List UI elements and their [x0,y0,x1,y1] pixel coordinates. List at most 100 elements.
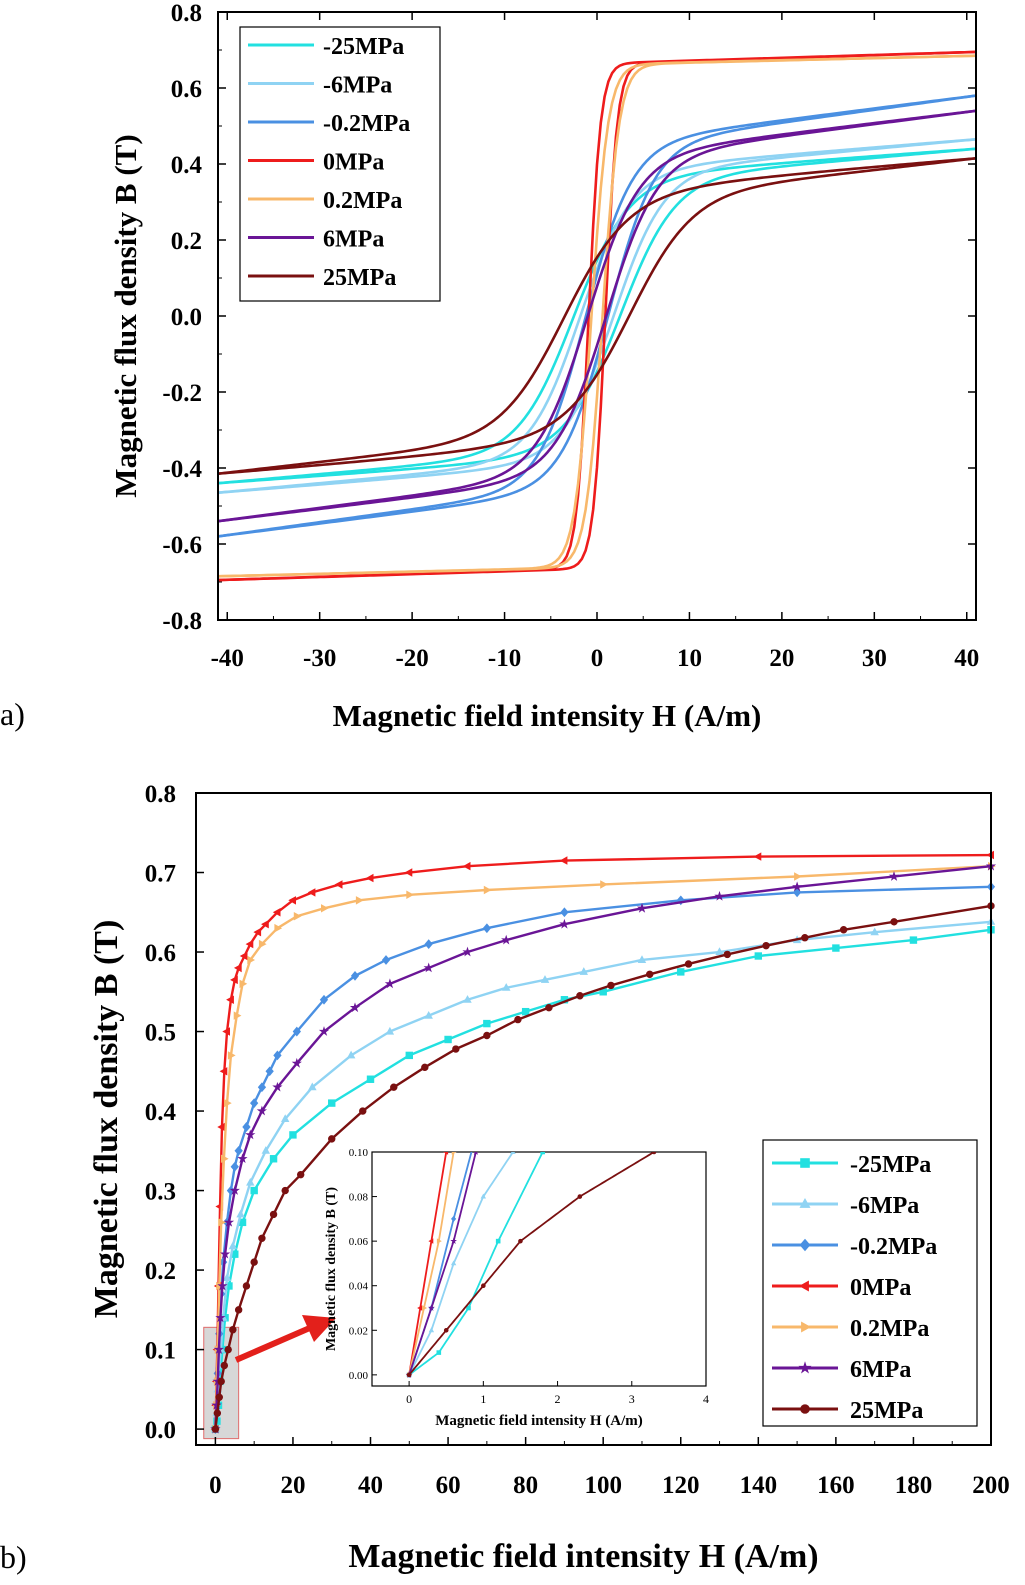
data-point [239,951,248,961]
data-point [234,1306,243,1314]
data-point [646,970,654,978]
inset-x-tick-label: 1 [480,1392,486,1406]
data-point [754,952,763,960]
loop-ascending-0 [217,147,977,485]
inset-y-tick-label: 0.00 [349,1370,369,1382]
data-point [280,1114,290,1122]
data-point [218,1218,226,1227]
loop-descending-6 [217,157,977,475]
x-tick-label: 0 [209,1472,222,1499]
data-point [291,1057,302,1068]
inset-point [473,1152,478,1155]
loop-descending-3 [217,50,977,582]
legend-label: -0.2MPa [323,111,410,137]
data-point [714,890,725,901]
inset-point [451,1152,457,1155]
data-point [365,873,374,883]
data-point [219,1067,228,1076]
inset-series-line-1 [408,1152,515,1376]
legend-label: 25MPa [323,265,396,291]
data-point [211,1399,222,1410]
y-tick-label: 0.0 [171,304,202,331]
data-point [359,1107,367,1115]
y-tick-label: 0.2 [171,228,202,255]
data-point [637,955,647,964]
data-point [501,983,511,991]
loop-ascending-1 [217,138,977,494]
data-point [233,963,242,973]
legend-label: 0.2MPa [850,1316,929,1342]
data-point [462,861,471,871]
y-tick-label: -0.8 [162,608,202,635]
y-tick-label: 0.1 [145,1338,176,1365]
data-point [559,918,570,929]
panel-b: 0 20 40 60 80 100 120 140 160 180 2000.80.70.60.50… [0,781,1010,1575]
x-tick-label: 30 [862,645,887,672]
inset-y-tick-label: 0.10 [349,1147,369,1159]
legend-marker [798,1280,809,1292]
inset-point [481,1283,486,1289]
data-point [234,1145,243,1156]
loop-ascending-6 [217,157,977,475]
data-point [226,995,234,1005]
inset-y-tick-label: 0.08 [349,1192,369,1204]
inset-point [651,1152,657,1155]
plot-frame-border [195,792,992,1446]
legend-label: -0.2MPa [850,1234,937,1260]
inset-point [436,1350,442,1355]
data-point [242,1282,251,1290]
data-point [230,975,238,985]
x-tick-label: 200 [972,1472,1010,1499]
data-point [355,896,364,905]
x-tick-label: -30 [303,645,336,672]
data-point [390,1083,398,1091]
legend-label: -25MPa [850,1152,931,1178]
inset-x-axis-title: Magnetic field intensity H (A/m) [435,1413,642,1429]
data-point [462,946,473,957]
x-tick-label: -40 [211,645,244,672]
data-point [501,934,512,945]
data-point [423,962,434,973]
data-point [791,881,803,892]
y-tick-label: 0.0 [145,1417,176,1444]
data-point [346,1050,356,1059]
data-point [381,955,391,965]
inset-point [443,1327,449,1333]
inset-y-axis-title: Magnetic flux density B (T) [324,1187,339,1351]
data-point [261,919,269,929]
data-point [483,1031,491,1040]
legend-label: -25MPa [323,34,404,60]
data-point [349,1002,361,1013]
y-tick-label: 0.4 [145,1099,177,1126]
data-point [274,923,283,933]
inset-point [518,1238,523,1244]
data-point [246,1177,255,1186]
loop-ascending-2 [217,94,977,538]
data-point [832,944,840,952]
data-point [224,1345,232,1354]
data-point [245,939,254,949]
y-axis-title: Magnetic flux density B (T) [88,920,125,1319]
y-tick-label: -0.2 [162,380,202,407]
y-tick-label: 0.6 [145,940,176,967]
y-tick-label: -0.6 [162,532,202,559]
data-point [318,1026,330,1036]
data-point [308,1082,317,1091]
y-tick-label: -0.4 [162,456,202,483]
y-axis-title: Magnetic flux density B (T) [108,134,143,497]
data-point [269,1155,278,1163]
data-point [328,1099,336,1107]
data-point [230,1161,239,1172]
data-point [406,890,415,900]
inset-y-tick-label: 0.06 [349,1236,369,1248]
data-point [452,1045,460,1053]
inset-point [436,1238,442,1244]
data-point [576,992,584,1000]
data-point [213,1344,225,1354]
data-point [257,1082,267,1093]
data-point [677,968,685,976]
inset-y-tick-label: 0.02 [349,1325,368,1337]
data-point [215,1393,223,1401]
x-tick-label: 100 [584,1472,622,1499]
